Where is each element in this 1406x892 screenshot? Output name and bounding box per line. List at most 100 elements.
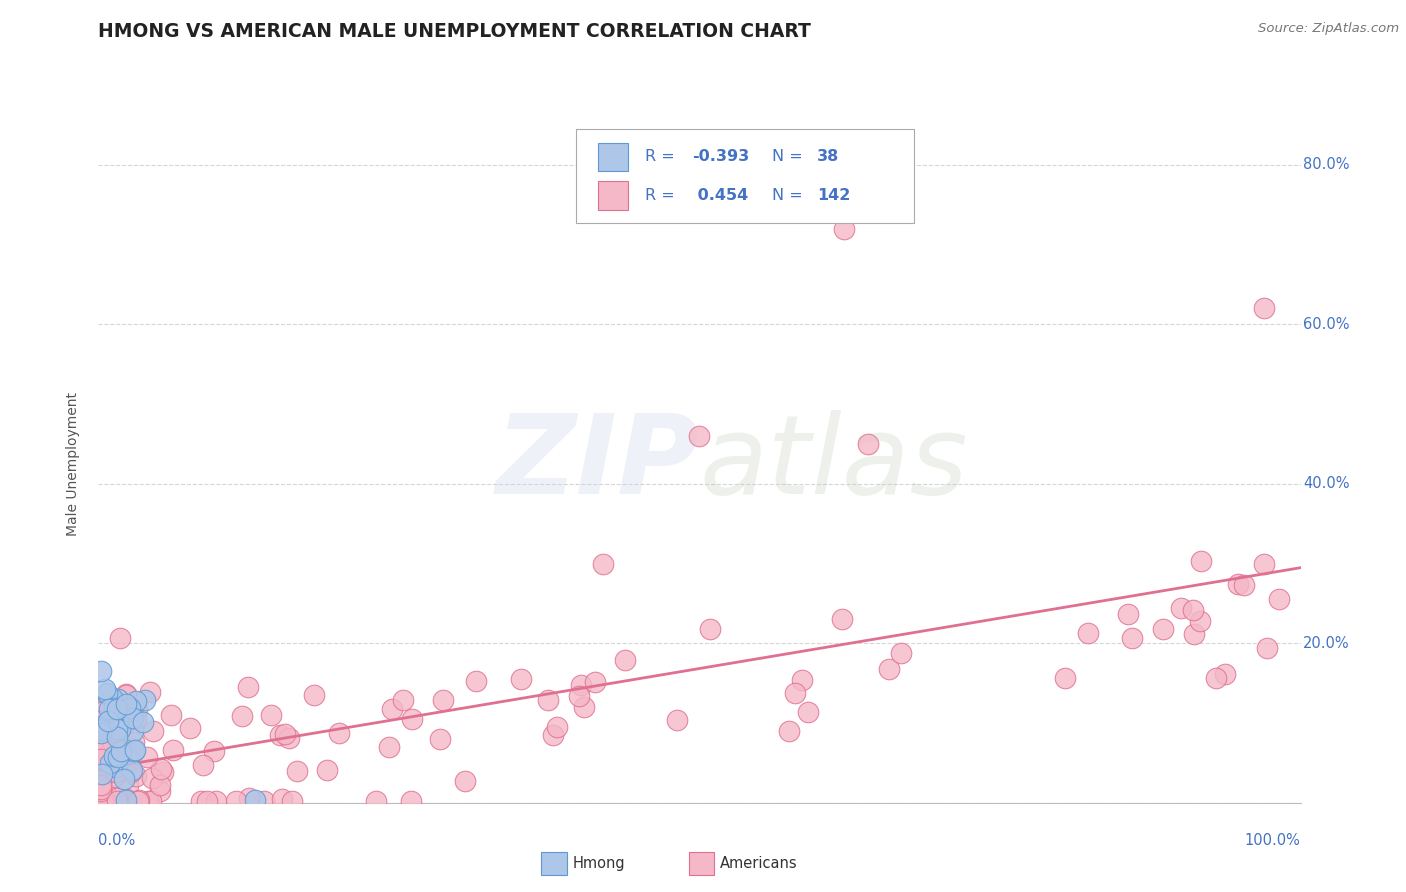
Point [93, 704, 115, 718]
Point [94, 786, 117, 800]
Point [1253, 557, 1275, 571]
Point [127, 703, 149, 717]
Text: 60.0%: 60.0% [1303, 317, 1350, 332]
Point [568, 689, 591, 703]
Point [1077, 626, 1099, 640]
Point [274, 727, 297, 741]
Point [100, 794, 122, 808]
Text: -0.393: -0.393 [692, 150, 749, 164]
Point [1181, 603, 1204, 617]
Point [90, 665, 112, 679]
Point [90, 725, 112, 739]
Point [159, 707, 181, 722]
Point [94, 742, 117, 756]
Point [142, 723, 165, 738]
Point [103, 749, 125, 764]
Point [94, 723, 117, 737]
Text: ZIP: ZIP [496, 410, 699, 517]
Point [90, 774, 112, 789]
Point [90, 750, 112, 764]
Point [139, 794, 162, 808]
Point [105, 701, 128, 715]
Point [316, 764, 339, 778]
Point [115, 697, 138, 711]
Point [152, 764, 174, 779]
Point [195, 794, 218, 808]
Point [583, 675, 606, 690]
Point [253, 794, 276, 808]
Point [136, 749, 159, 764]
Point [271, 792, 294, 806]
Point [238, 681, 260, 695]
Point [96, 686, 118, 700]
Point [108, 794, 131, 808]
Text: 100.0%: 100.0% [1244, 833, 1301, 848]
Point [90, 780, 112, 794]
Point [797, 705, 820, 719]
Point [125, 769, 148, 783]
Point [134, 693, 156, 707]
Text: Source: ZipAtlas.com: Source: ZipAtlas.com [1258, 22, 1399, 36]
Point [125, 712, 148, 726]
Point [91, 767, 114, 781]
Point [96, 756, 118, 771]
Text: Americans: Americans [720, 856, 797, 871]
Point [785, 686, 807, 700]
Point [103, 747, 125, 761]
Point [90, 789, 112, 803]
Point [1121, 631, 1143, 645]
Point [613, 653, 636, 667]
Point [231, 709, 253, 723]
Point [91, 794, 114, 808]
Text: 20.0%: 20.0% [1303, 636, 1350, 651]
Point [162, 743, 184, 757]
Point [94, 682, 117, 697]
Point [1253, 301, 1275, 316]
Text: R =: R = [645, 188, 681, 202]
Point [285, 764, 308, 779]
Point [120, 756, 142, 770]
Point [96, 688, 118, 702]
Point [90, 782, 112, 797]
Point [111, 794, 134, 808]
Point [90, 753, 112, 767]
Point [546, 719, 568, 733]
Point [328, 726, 350, 740]
Point [120, 764, 142, 779]
Point [191, 757, 214, 772]
Point [94, 794, 117, 808]
Point [831, 612, 853, 626]
Point [103, 700, 125, 714]
Point [1182, 627, 1205, 641]
Point [105, 794, 128, 808]
Point [90, 741, 112, 756]
Point [90, 752, 112, 766]
Point [205, 794, 228, 808]
Point [118, 701, 141, 715]
Point [778, 724, 800, 739]
Point [104, 723, 127, 738]
Point [399, 794, 422, 808]
Point [114, 772, 136, 786]
Point [381, 702, 404, 716]
Point [149, 779, 172, 793]
Point [364, 794, 387, 808]
Text: R =: R = [645, 150, 681, 164]
Point [277, 731, 299, 746]
Point [117, 779, 139, 793]
Point [105, 722, 128, 736]
Point [90, 794, 112, 808]
Point [592, 557, 614, 571]
Point [465, 673, 488, 688]
Point [107, 750, 129, 764]
Point [121, 764, 143, 778]
Point [93, 702, 115, 716]
Point [1054, 671, 1077, 685]
Point [1227, 577, 1250, 591]
Text: HMONG VS AMERICAN MALE UNEMPLOYMENT CORRELATION CHART: HMONG VS AMERICAN MALE UNEMPLOYMENT CORR… [98, 22, 811, 41]
Point [104, 765, 127, 780]
Point [1213, 667, 1236, 681]
Point [401, 712, 423, 726]
Point [141, 771, 163, 785]
Text: atlas: atlas [699, 410, 969, 517]
